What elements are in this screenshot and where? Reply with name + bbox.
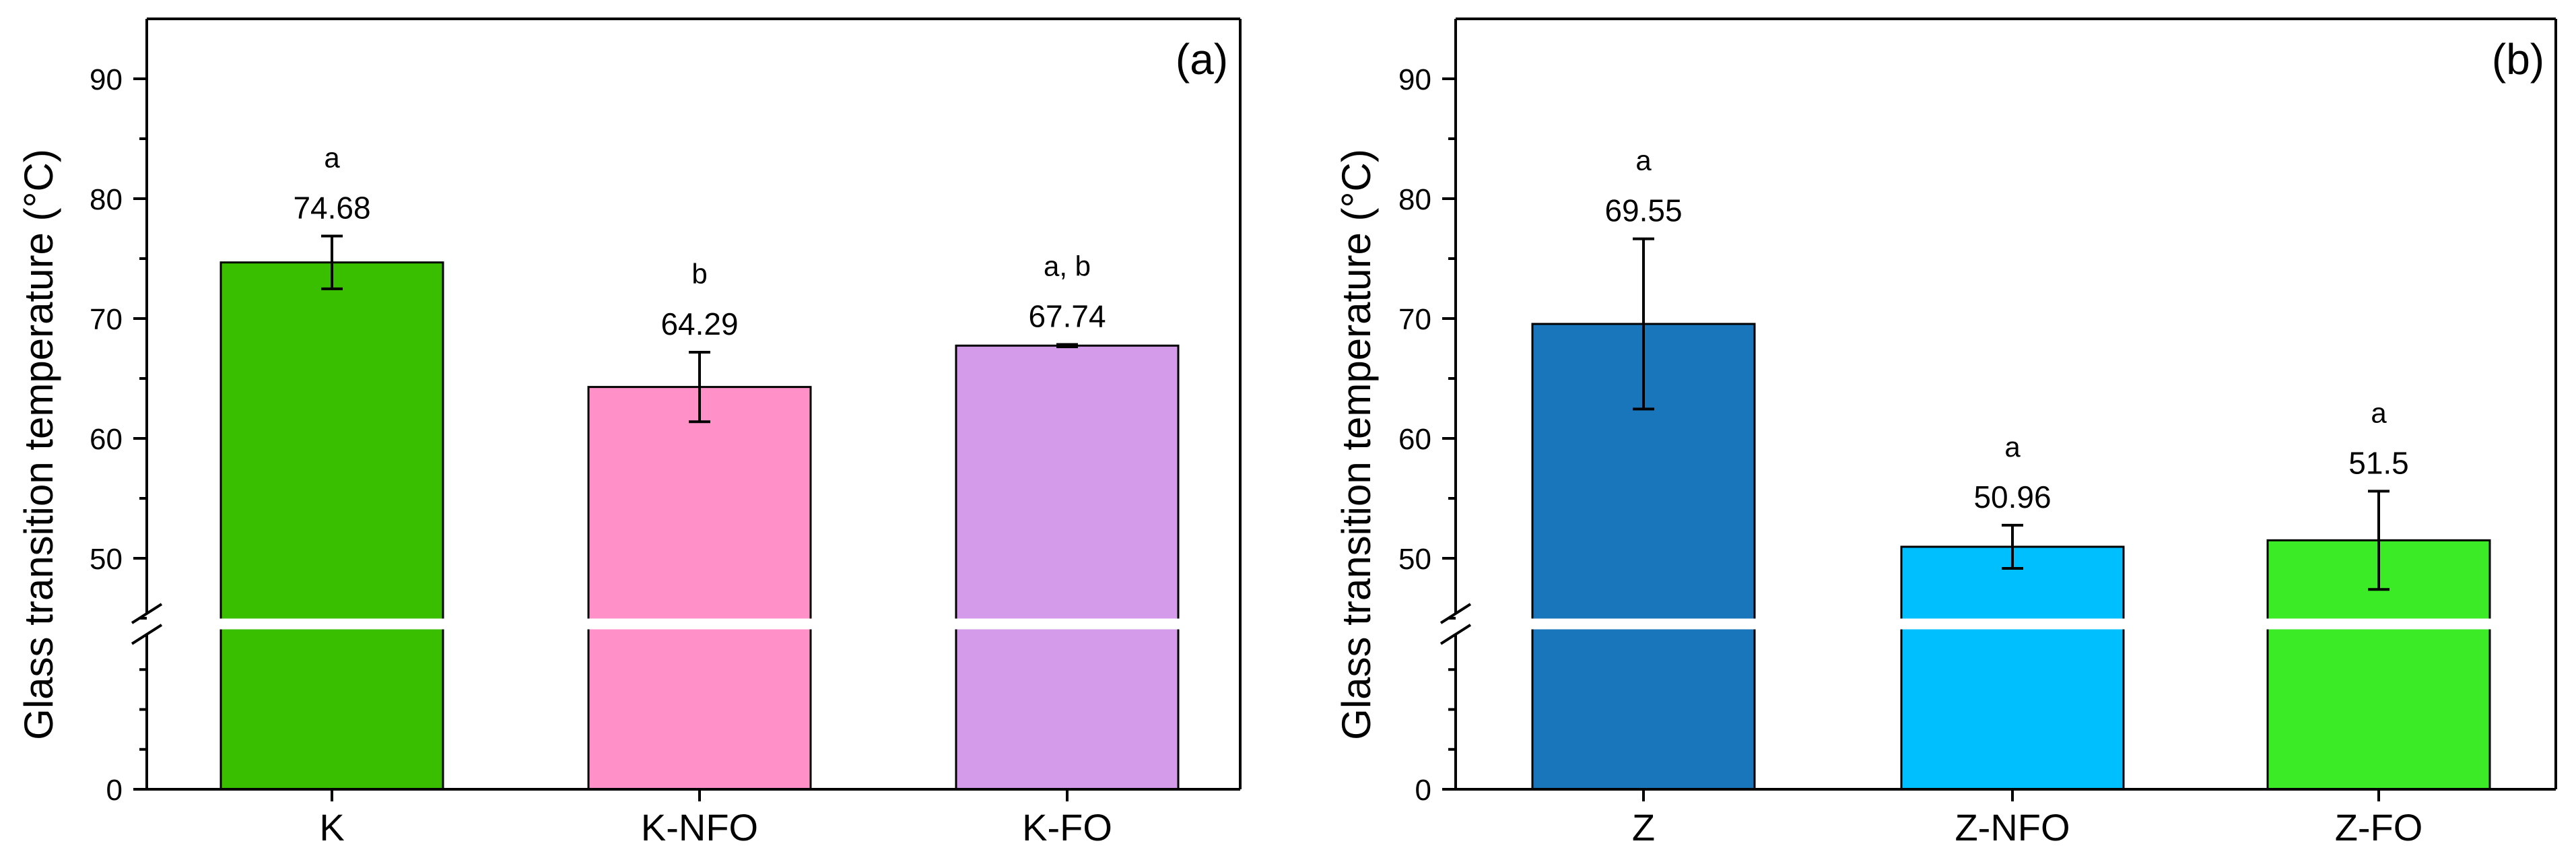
error-bar bbox=[689, 351, 710, 424]
bar-z-nfo bbox=[1900, 545, 2125, 791]
y-ticks bbox=[133, 77, 147, 791]
y-tick-label: 80 bbox=[90, 183, 123, 216]
axis-break-mark bbox=[131, 603, 163, 645]
y-tick-label: 60 bbox=[1398, 423, 1431, 456]
error-bar bbox=[2002, 523, 2023, 570]
axis-break-slash bbox=[1439, 624, 1472, 645]
y-tick-label: 90 bbox=[1398, 63, 1431, 96]
axis-break-band bbox=[218, 618, 446, 630]
axis-break-band bbox=[586, 618, 813, 630]
y-tick-label: 0 bbox=[1415, 774, 1431, 807]
y-tick-label: 80 bbox=[1398, 183, 1431, 216]
plot-area-a: 74.68 a 64.29 b 67.74 a, b 0 50 60 70 80 90 K K-NFO K-… bbox=[90, 18, 1242, 849]
y-tick-label: 70 bbox=[90, 303, 123, 336]
y-tick-label: 70 bbox=[1398, 303, 1431, 336]
data-label: 50.96 bbox=[1973, 479, 2051, 515]
significance-letter: a bbox=[324, 142, 340, 174]
data-label: 69.55 bbox=[1604, 193, 1682, 228]
data-label: 67.74 bbox=[1028, 298, 1106, 333]
axis-break-band bbox=[1899, 618, 2126, 630]
significance-letter: a bbox=[1635, 145, 1652, 176]
x-tick-label: K-FO bbox=[1022, 806, 1112, 849]
bar-k-fo bbox=[955, 344, 1180, 791]
axis-break-slash bbox=[131, 624, 163, 645]
axes-frame bbox=[145, 18, 1242, 791]
y-tick-label: 90 bbox=[90, 63, 123, 96]
bar-k-nfo bbox=[587, 386, 812, 791]
x-tick-label: K-NFO bbox=[641, 806, 758, 849]
data-label: 74.68 bbox=[293, 191, 370, 226]
panel-a-y-axis-title: Glass transition temperature (°C) bbox=[16, 149, 61, 740]
plot-area-b: 69.55 a 50.96 a 51.5 a 0 50 60 70 80 90 Z Z-NFO Z-FO bbox=[1398, 18, 2557, 849]
panel-a-label: (a) bbox=[1176, 35, 1228, 84]
significance-letter: a bbox=[2371, 397, 2387, 428]
significance-letter: a, b bbox=[1044, 250, 1091, 281]
panel-b-y-axis-title: Glass transition temperature (°C) bbox=[1334, 149, 1379, 740]
y-tick-label: 50 bbox=[1398, 543, 1431, 576]
data-label: 64.29 bbox=[660, 306, 738, 341]
y-tick-label: 0 bbox=[106, 774, 123, 807]
significance-letter: a bbox=[2004, 431, 2021, 463]
chart-panel-b: (b) Glass transition temperature (°C) bbox=[1334, 35, 2544, 740]
axis-break-slash bbox=[131, 603, 163, 624]
y-tick-label: 60 bbox=[90, 423, 123, 456]
error-bar bbox=[2368, 490, 2389, 591]
chart-panel-a: (a) Glass transition temperature (°C) bbox=[16, 35, 1228, 740]
axis-break-slash bbox=[1439, 603, 1472, 624]
panel-b-label: (b) bbox=[2492, 35, 2544, 84]
error-bar bbox=[1056, 343, 1078, 349]
bar-k bbox=[219, 261, 444, 791]
axis-break-band bbox=[2265, 618, 2493, 630]
axis-break-band bbox=[953, 618, 1181, 630]
error-bar bbox=[321, 234, 343, 290]
axes-frame bbox=[1454, 18, 2557, 791]
y-tick-label: 50 bbox=[90, 543, 123, 576]
x-tick-label: Z-FO bbox=[2335, 806, 2423, 849]
x-tick-label: Z bbox=[1632, 806, 1655, 849]
significance-letter: b bbox=[691, 258, 707, 290]
y-ticks bbox=[1442, 77, 1456, 791]
data-label: 51.5 bbox=[2348, 445, 2409, 480]
x-tick-label: K bbox=[319, 806, 344, 849]
error-bar bbox=[1633, 237, 1654, 411]
axis-break-band bbox=[1530, 618, 1757, 630]
axis-break-mark bbox=[1439, 603, 1472, 645]
x-tick-label: Z-NFO bbox=[1955, 806, 2070, 849]
